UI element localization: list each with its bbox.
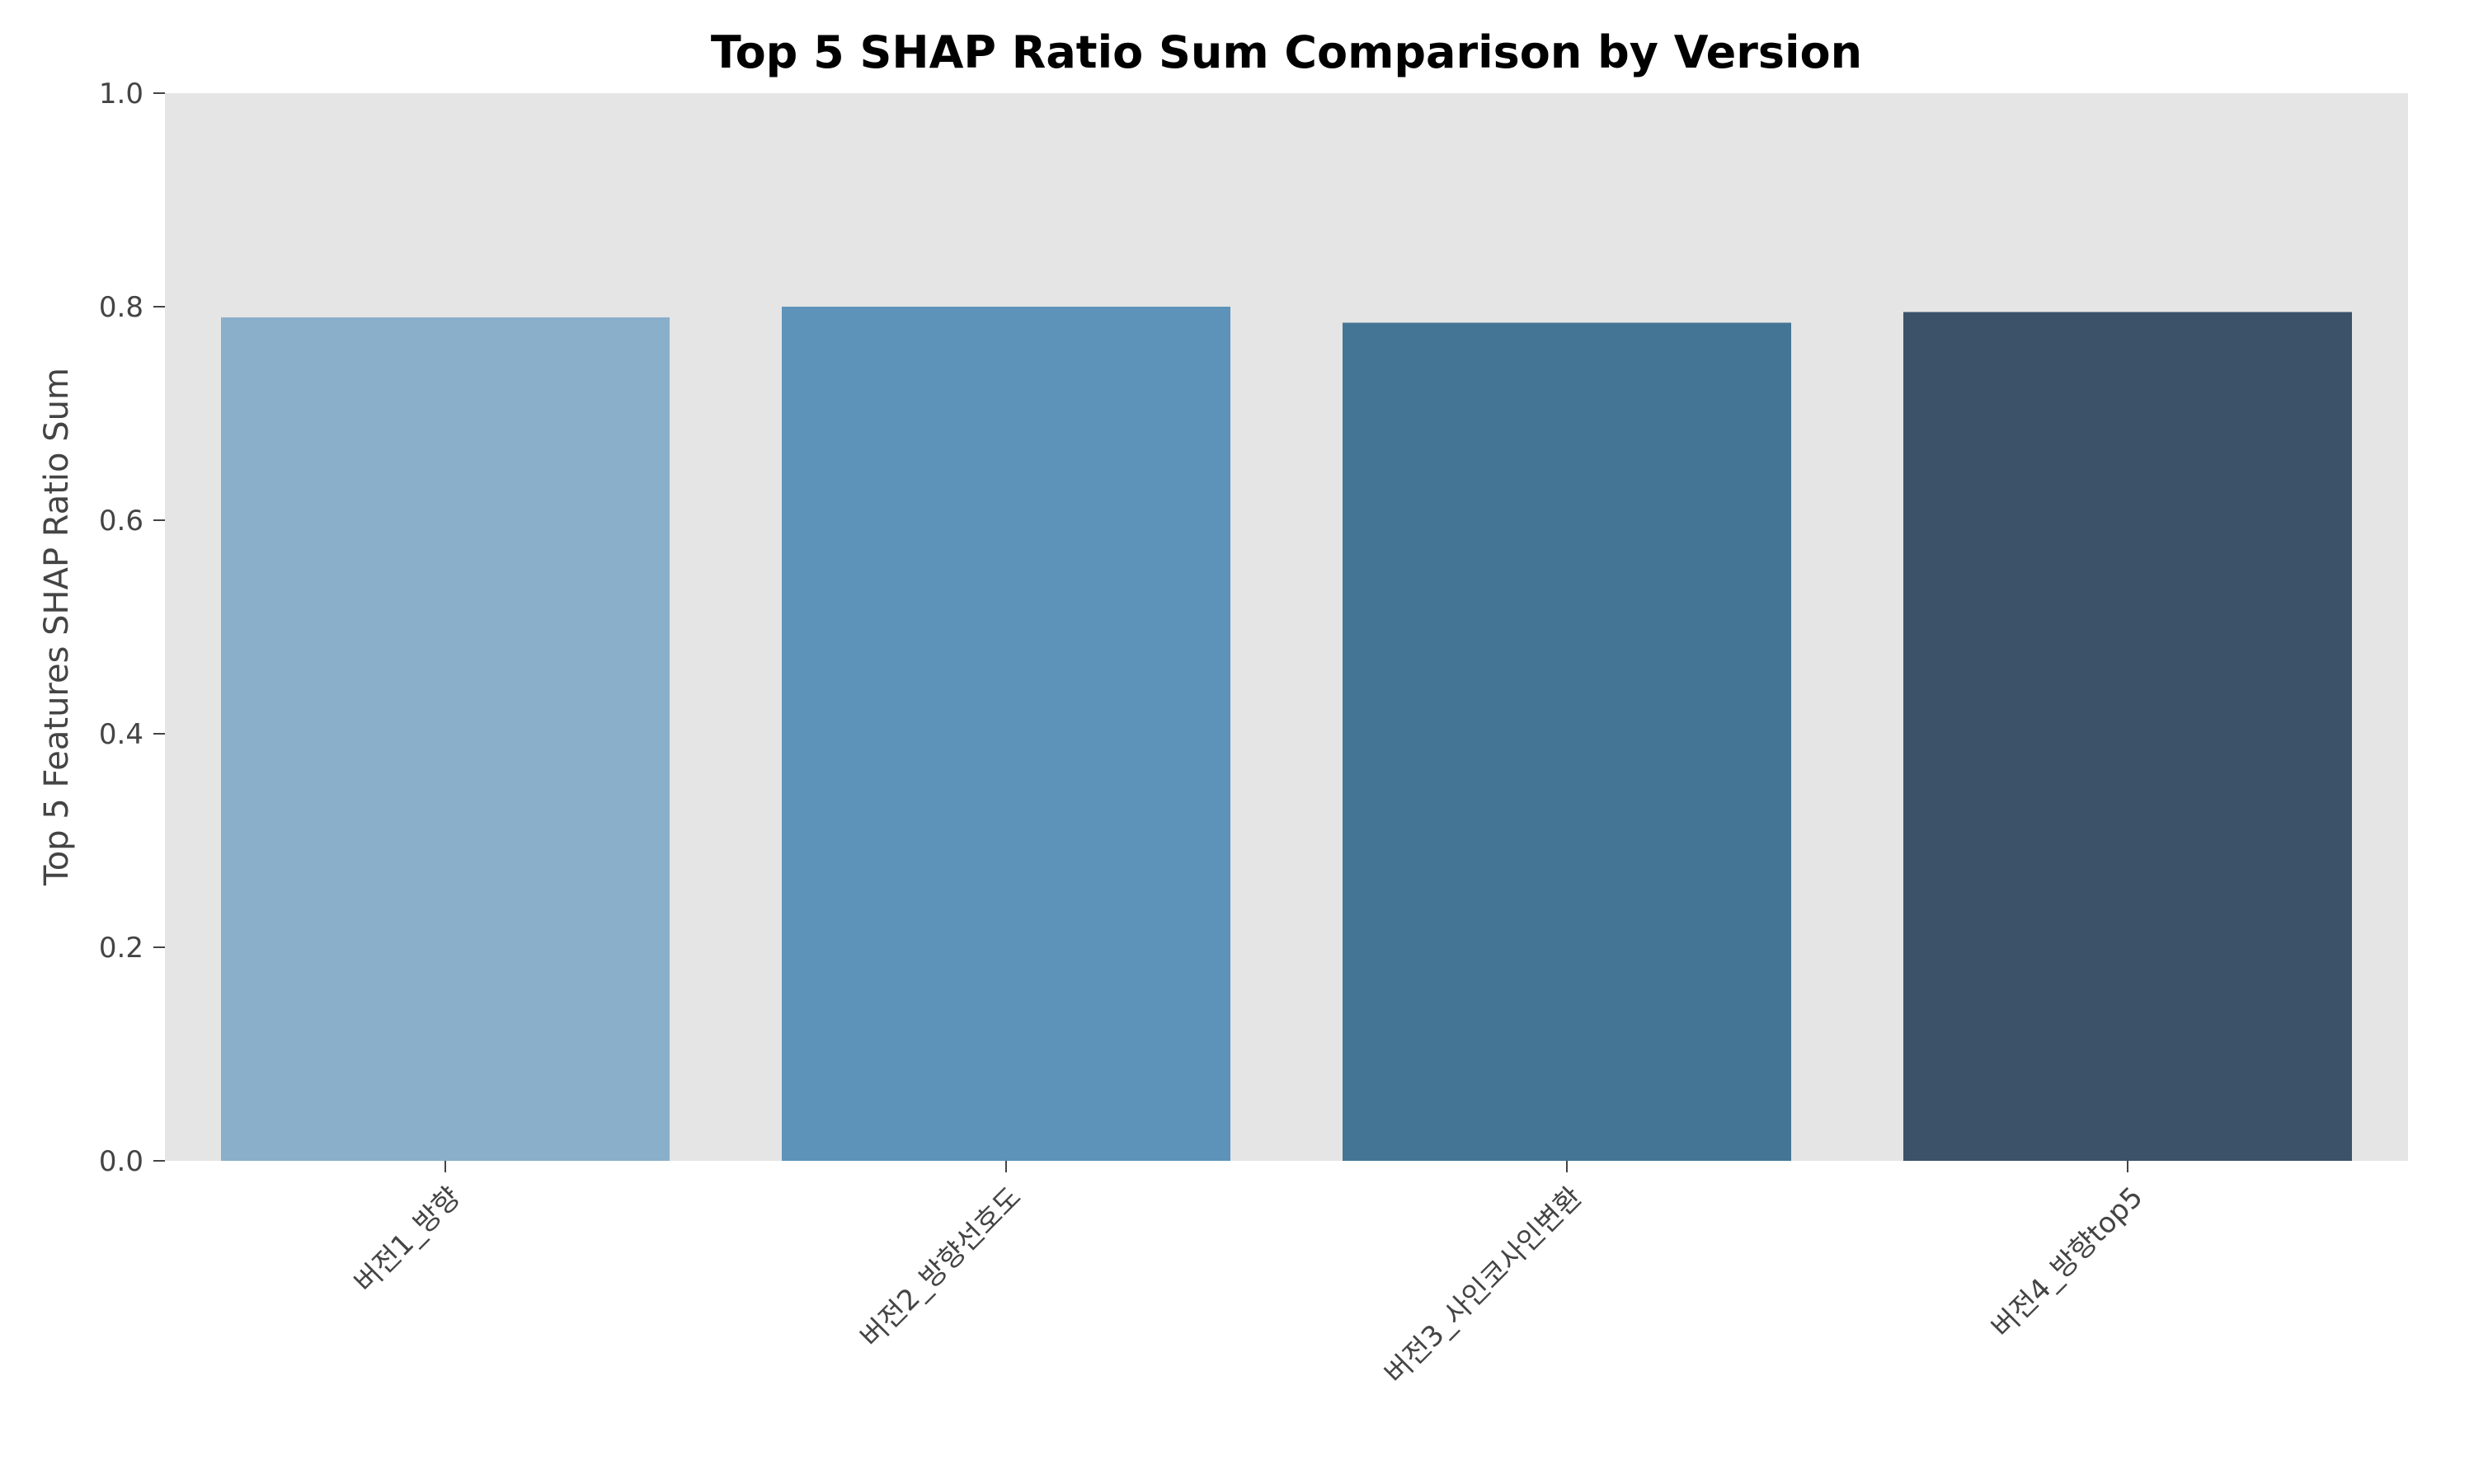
y-tick-label: 0.4	[99, 718, 143, 751]
x-tick-label: 버전2_방향선호도	[854, 1181, 1028, 1354]
bar-3	[1343, 322, 1791, 1161]
y-axis-label: Top 5 Features SHAP Ratio Sum	[38, 368, 76, 886]
y-tick-label: 0.6	[99, 505, 143, 538]
x-tick-label: 버전1_방향	[348, 1181, 467, 1299]
bar-2	[782, 307, 1230, 1161]
y-tick-label: 0.0	[99, 1145, 143, 1178]
chart-title: Top 5 SHAP Ratio Sum Comparison by Versi…	[711, 26, 1862, 78]
y-tick-label: 0.2	[99, 932, 143, 965]
bar-1	[221, 317, 670, 1161]
x-tick-label: 버전3_사인코사인변환	[1379, 1181, 1589, 1391]
bar-4	[1903, 312, 2352, 1162]
x-tick-label: 버전4_방향top5	[1986, 1181, 2150, 1345]
y-tick-label: 1.0	[99, 77, 143, 110]
y-tick-label: 0.8	[99, 291, 143, 324]
